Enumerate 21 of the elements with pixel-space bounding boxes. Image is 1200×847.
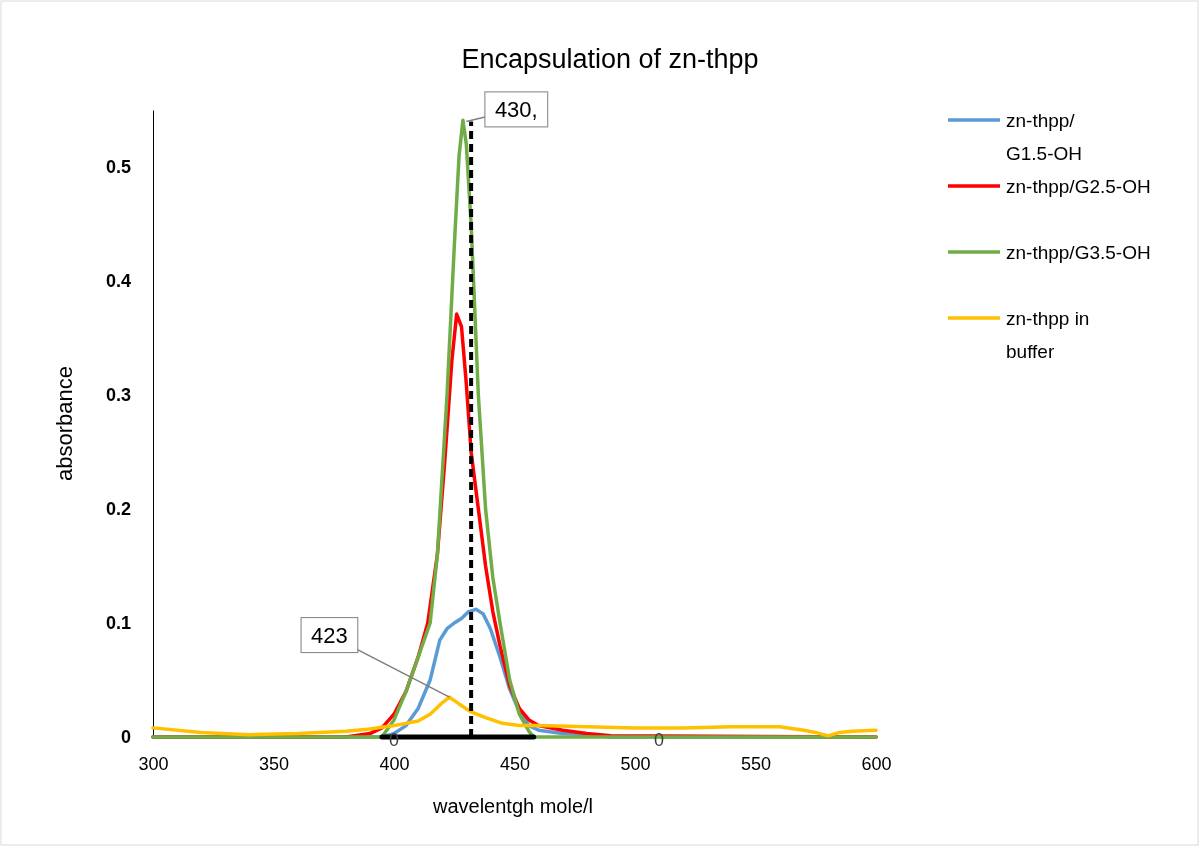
y-tick-label: 0 — [120, 727, 131, 748]
x-tick-label: 550 — [740, 753, 772, 774]
x-tick-label: 600 — [861, 753, 892, 774]
legend-label: zn-thpp in buffer — [1006, 308, 1090, 362]
y-tick-label: 0.1 — [105, 613, 131, 634]
y-tick-label: 0.5 — [105, 157, 131, 178]
legend-label: zn-thpp/G3.5-OH — [1006, 242, 1151, 263]
x-tick-label: 500 — [620, 753, 651, 774]
legend-label: zn-thpp/G2.5-OH — [1006, 176, 1151, 197]
x-axis-title: wavelentgh mole/l — [431, 795, 594, 817]
x-tick-label: 300 — [138, 753, 169, 774]
y-axis-title: absorbance — [52, 366, 77, 481]
chart-title: Encapsulation of zn-thpp — [461, 44, 759, 74]
x-tick-label: 350 — [258, 753, 290, 774]
y-tick-label: 0.3 — [105, 385, 131, 406]
x-tick-label: 400 — [379, 753, 410, 774]
y-tick-label: 0.2 — [105, 499, 131, 520]
annotation: 430, — [494, 96, 538, 122]
y-tick-label: 0.4 — [105, 271, 131, 292]
annotation: 423 — [311, 622, 348, 648]
x-tick-label: 450 — [499, 753, 531, 774]
